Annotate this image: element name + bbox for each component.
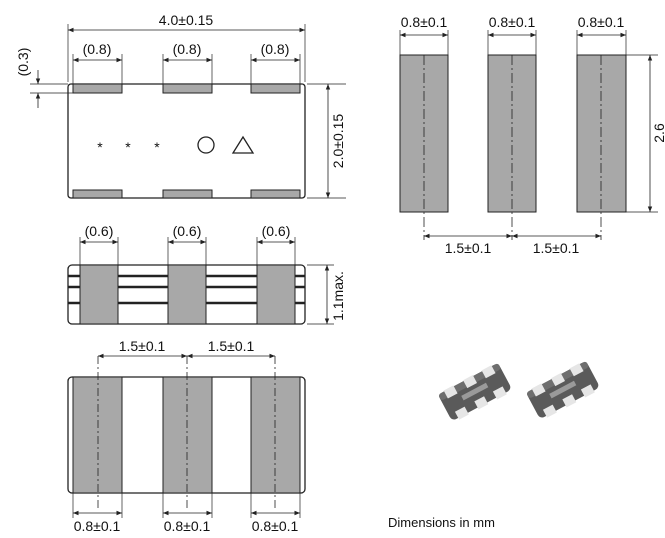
pad-width-label: 0.8±0.1 xyxy=(74,518,121,534)
band-width-label: (0.6) xyxy=(173,223,202,239)
land-pattern: 0.8±0.1 0.8±0.1 0.8±0.1 1.5±0.1 1.5±0.1 … xyxy=(399,14,665,256)
circle-mark-icon xyxy=(197,136,215,154)
band-width-label: (0.6) xyxy=(85,223,114,239)
bottom-terminal xyxy=(250,376,301,494)
component-photo xyxy=(438,361,599,420)
overall-length-label: 4.0±0.15 xyxy=(159,12,214,28)
marking-asterisk: * xyxy=(125,139,131,155)
band-width-label: (0.6) xyxy=(262,223,291,239)
land-pad xyxy=(576,54,627,213)
land-height-label: 2.6 xyxy=(651,123,665,143)
land-pitch-label: 1.5±0.1 xyxy=(533,240,580,256)
bottom-terminal xyxy=(72,376,123,494)
height-label: 2.0±0.15 xyxy=(330,114,346,169)
pad-width-label: (0.8) xyxy=(261,41,290,57)
top-pad xyxy=(72,83,123,94)
pad-width-label: (0.8) xyxy=(83,41,112,57)
bottom-terminal xyxy=(162,376,213,494)
bottom-pad xyxy=(72,189,123,199)
marking-asterisk: * xyxy=(97,139,103,155)
land-width-label: 0.8±0.1 xyxy=(401,14,448,30)
pad-gap-label: (0.3) xyxy=(15,48,31,77)
component-chip xyxy=(438,363,511,420)
bottom-view: 1.5±0.1 1.5±0.1 0.8±0.1 0.8±0.1 0.8±0.1 xyxy=(67,338,306,534)
pitch-label: 1.5±0.1 xyxy=(119,338,166,354)
side-terminal xyxy=(167,264,207,325)
side-view: (0.6) (0.6) (0.6) 1.1max. xyxy=(67,223,346,325)
units-note: Dimensions in mm xyxy=(388,515,495,530)
pad-width-label: 0.8±0.1 xyxy=(164,518,211,534)
top-view-body xyxy=(67,83,306,199)
pad-width-label: 0.8±0.1 xyxy=(252,518,299,534)
bottom-pad xyxy=(250,189,301,199)
side-terminal xyxy=(256,264,296,325)
land-width-label: 0.8±0.1 xyxy=(578,14,625,30)
component-chip xyxy=(526,361,599,418)
top-view: * * * 4.0±0.15 (0.8) (0.8) (0.8) (0.3) xyxy=(15,12,346,199)
side-terminal xyxy=(79,264,119,325)
bottom-pad xyxy=(162,189,213,199)
pad-width-label: (0.8) xyxy=(173,41,202,57)
triangle-mark-icon xyxy=(231,135,255,154)
land-width-label: 0.8±0.1 xyxy=(489,14,536,30)
pitch-label: 1.5±0.1 xyxy=(208,338,255,354)
marking-asterisk: * xyxy=(154,139,160,155)
top-pad xyxy=(162,83,213,94)
top-pad xyxy=(250,83,301,94)
thickness-label: 1.1max. xyxy=(330,271,346,321)
land-pitch-label: 1.5±0.1 xyxy=(445,240,492,256)
